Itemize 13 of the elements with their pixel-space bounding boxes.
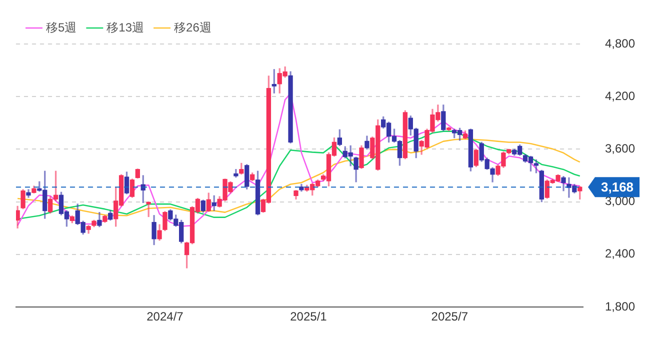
x-tick-label: 2025/7 xyxy=(431,310,468,324)
legend-label: 移5週 xyxy=(46,20,77,34)
y-tick-label: 1,800 xyxy=(605,299,636,314)
legend-label: 移26週 xyxy=(174,20,212,34)
y-tick-label: 3,600 xyxy=(605,142,636,156)
x-tick-label: 2024/7 xyxy=(146,310,184,324)
y-tick-label: 4,200 xyxy=(605,88,636,103)
y-tick-label: 2,400 xyxy=(605,246,636,261)
ref-line-label: 3,168 xyxy=(601,180,634,195)
x-tick-label: 2025/1 xyxy=(290,310,328,324)
y-tick-label: 4,800 xyxy=(605,36,636,50)
y-tick-label: 3,000 xyxy=(605,194,636,208)
legend-label: 移13週 xyxy=(106,20,144,34)
